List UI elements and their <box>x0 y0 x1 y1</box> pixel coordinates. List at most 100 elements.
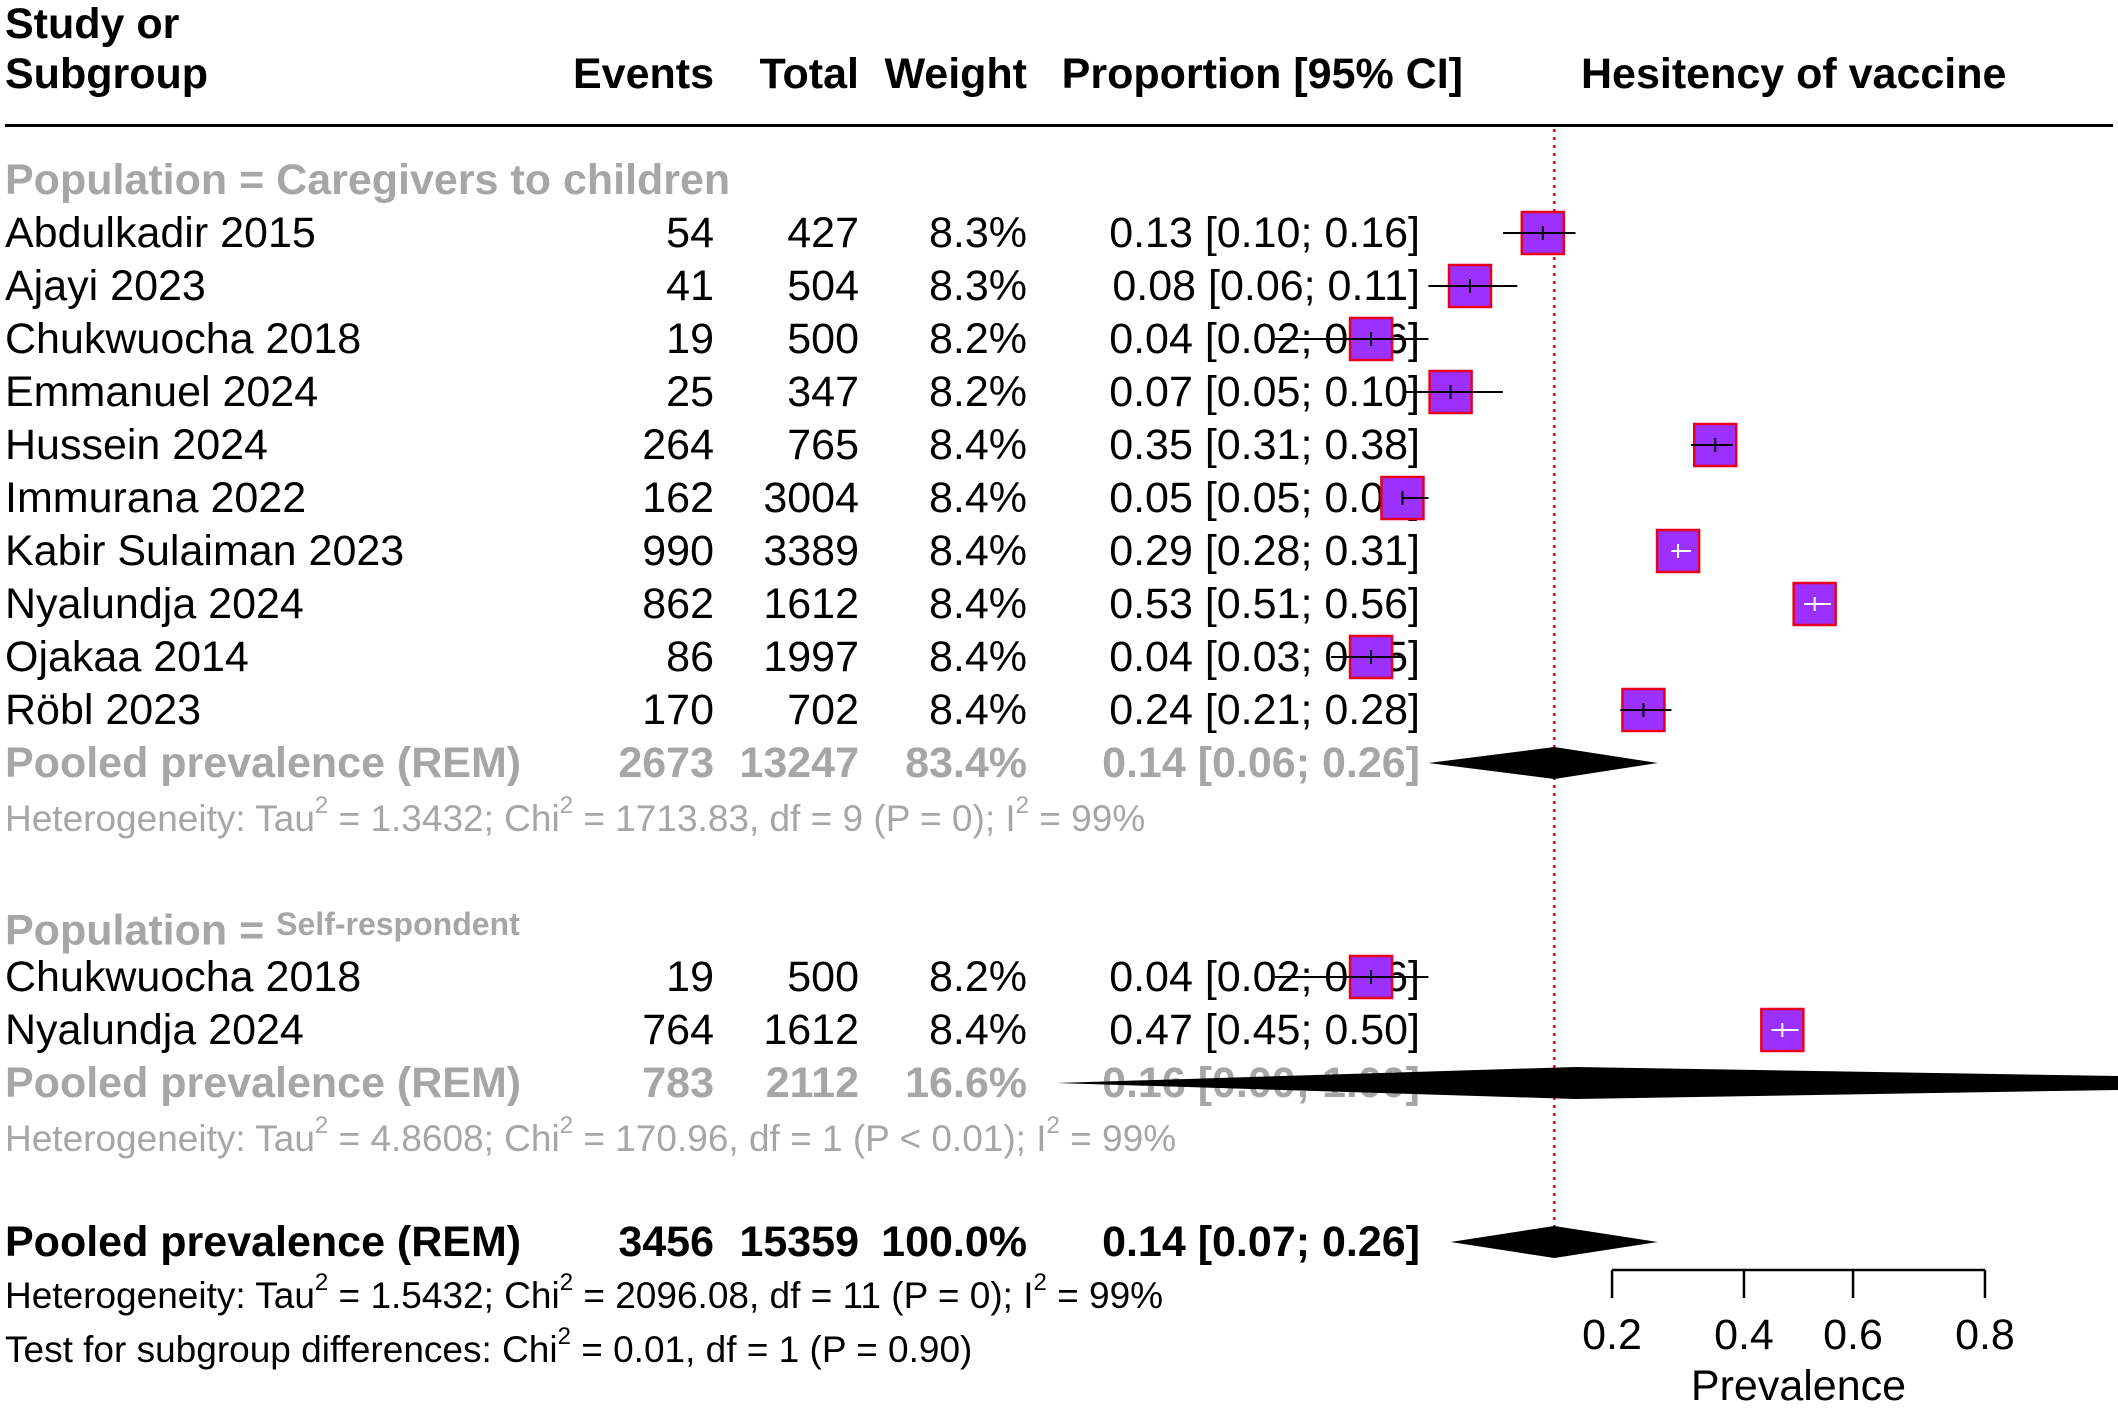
study-ci: 0.47 [0.45; 0.50] <box>1109 1006 1420 1054</box>
study-weight: 8.3% <box>928 262 1027 310</box>
superscript: 2 <box>559 1269 574 1296</box>
study-name: Kabir Sulaiman 2023 <box>5 527 405 575</box>
study-ci: 0.29 [0.28; 0.31] <box>1109 527 1420 575</box>
het-part: = 2096.08, df = 11 (P = 0); I <box>573 1275 1034 1316</box>
superscript: 2 <box>314 1112 329 1139</box>
study-name: Chukwuocha 2018 <box>5 315 362 363</box>
superscript: 2 <box>559 792 574 819</box>
study-weight: 8.4% <box>928 1006 1027 1054</box>
het-part: = 1.5432; Chi <box>328 1275 560 1316</box>
study-events: 86 <box>666 633 714 681</box>
pooled-events: 2673 <box>618 739 714 787</box>
study-total: 347 <box>787 368 859 416</box>
overall-weight: 100.0% <box>881 1218 1027 1266</box>
study-name: Ajayi 2023 <box>5 262 206 310</box>
study-name: Immurana 2022 <box>5 474 307 522</box>
pooled-weight: 83.4% <box>905 739 1027 787</box>
study-ci: 0.08 [0.06; 0.11] <box>1112 262 1420 310</box>
het-part: = 4.8608; Chi <box>328 1118 560 1159</box>
study-name: Abdulkadir 2015 <box>5 209 316 257</box>
study-total: 500 <box>787 953 859 1001</box>
heterogeneity-text: Heterogeneity: Tau2 = 4.8608; Chi2 = 170… <box>5 1114 1177 1161</box>
study-weight: 8.2% <box>928 368 1027 416</box>
study-ci: 0.05 [0.05; 0.06] <box>1109 474 1420 522</box>
study-weight: 8.3% <box>928 209 1027 257</box>
study-name: Emmanuel 2024 <box>5 368 319 416</box>
study-events: 25 <box>666 368 714 416</box>
het-part: = 1.3432; Chi <box>328 798 560 839</box>
pooled-total: 2112 <box>765 1059 859 1107</box>
study-weight: 8.4% <box>928 686 1027 734</box>
study-total: 1997 <box>763 633 859 681</box>
superscript: 2 <box>557 1323 571 1350</box>
pooled-diamond <box>1428 747 1658 779</box>
header-total: Total <box>759 50 859 98</box>
subgroup-label: Population = Caregivers to children <box>5 155 730 205</box>
x-axis-label: Prevalence <box>1691 1362 1906 1410</box>
subgroup-label-prefix: Population = <box>5 906 277 955</box>
superscript: 2 <box>314 792 329 819</box>
overall-heterogeneity-text: Heterogeneity: Tau2 = 1.5432; Chi2 = 209… <box>5 1271 1164 1318</box>
het-part: = 99% <box>1046 1275 1164 1316</box>
study-events: 54 <box>666 209 714 257</box>
study-weight: 8.4% <box>928 580 1027 628</box>
study-name: Röbl 2023 <box>5 686 202 734</box>
study-ci: 0.53 [0.51; 0.56] <box>1109 580 1420 628</box>
superscript: 2 <box>1033 1269 1047 1296</box>
test-part: Test for subgroup differences: Chi <box>5 1329 558 1370</box>
header-rule <box>5 124 2113 127</box>
x-tick-label: 0.4 <box>1714 1311 1774 1359</box>
study-name: Ojakaa 2014 <box>5 633 249 681</box>
study-weight: 8.4% <box>928 633 1027 681</box>
heterogeneity-text: Heterogeneity: Tau2 = 1.3432; Chi2 = 171… <box>5 794 1146 841</box>
study-total: 1612 <box>763 580 859 628</box>
study-events: 19 <box>666 953 714 1001</box>
het-part: Heterogeneity: Tau <box>5 1118 315 1159</box>
subgroup-label-prefix: Population = <box>5 156 277 204</box>
header-study-line1: Study or <box>5 0 180 48</box>
het-part: = 170.96, df = 1 (P < 0.01); I <box>573 1118 1047 1159</box>
pooled-weight: 16.6% <box>905 1059 1027 1107</box>
study-ci: 0.35 [0.31; 0.38] <box>1109 421 1420 469</box>
superscript: 2 <box>1015 792 1030 819</box>
study-total: 427 <box>787 209 859 257</box>
subgroup-label: Population = Self-respondent <box>5 899 520 956</box>
plot-title: Hesitency of vaccine <box>1581 50 2007 98</box>
study-events: 862 <box>642 580 714 628</box>
pooled-diamond <box>1056 1067 2118 1099</box>
study-total: 500 <box>787 315 859 363</box>
het-part: = 1713.83, df = 9 (P = 0); I <box>573 798 1016 839</box>
overall-ci: 0.14 [0.07; 0.26] <box>1102 1218 1420 1266</box>
study-events: 19 <box>666 315 714 363</box>
pooled-events: 783 <box>642 1059 714 1107</box>
study-weight: 8.2% <box>928 953 1027 1001</box>
het-part: = 99% <box>1059 1118 1177 1159</box>
study-total: 702 <box>787 686 859 734</box>
overall-total: 15359 <box>739 1218 859 1266</box>
study-ci: 0.13 [0.10; 0.16] <box>1109 209 1420 257</box>
x-tick-label: 0.6 <box>1823 1311 1883 1359</box>
study-ci: 0.07 [0.05; 0.10] <box>1109 368 1420 416</box>
superscript: 2 <box>559 1112 574 1139</box>
overall-diamond <box>1450 1226 1658 1258</box>
study-name: Hussein 2024 <box>5 421 268 469</box>
pooled-label: Pooled prevalence (REM) <box>5 1059 522 1107</box>
study-total: 1612 <box>763 1006 859 1054</box>
subgroup-label-value: Self-respondent <box>276 906 520 942</box>
study-weight: 8.4% <box>928 527 1027 575</box>
pooled-total: 13247 <box>739 739 859 787</box>
subgroup-label-value: Caregivers to children <box>276 156 731 204</box>
study-total: 504 <box>787 262 859 310</box>
superscript: 2 <box>1046 1112 1060 1139</box>
pooled-label: Pooled prevalence (REM) <box>5 739 522 787</box>
header-proportion: Proportion [95% CI] <box>1061 50 1463 98</box>
pooled-ci: 0.14 [0.06; 0.26] <box>1102 739 1420 787</box>
study-total: 3004 <box>763 474 859 522</box>
het-part: = 99% <box>1029 798 1146 839</box>
study-events: 764 <box>642 1006 714 1054</box>
study-name: Chukwuocha 2018 <box>5 953 362 1001</box>
study-total: 765 <box>787 421 859 469</box>
header-weight: Weight <box>884 50 1027 98</box>
